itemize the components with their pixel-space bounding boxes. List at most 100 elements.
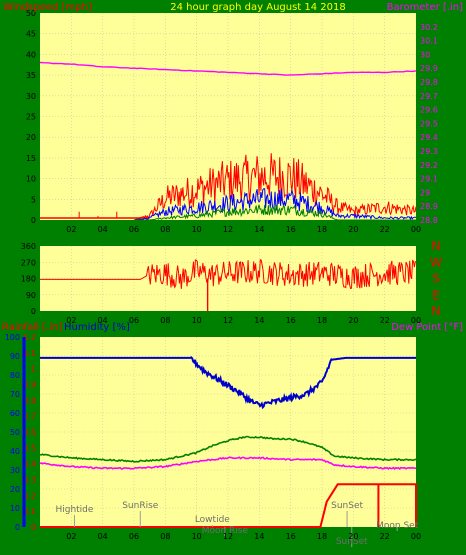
x-tick-label: 04 [98,225,108,234]
y-right-tick-label: 29.3 [420,147,438,156]
humidity-tick-label: 80 [10,371,20,380]
x-tick-label: 20 [348,316,358,325]
wind-barometer-plot [40,13,416,220]
x-tick-label: 12 [223,225,233,234]
humidity-tick-label: 90 [10,352,20,361]
wind-direction-series [40,259,416,289]
compass-label: N [432,239,441,253]
wind-barometer-ticks: 02 04 06 08 10 12 14 16 18 20 22 005045403530252015… [26,9,438,234]
dew-point-series [39,456,417,471]
annotation-label: SunRise [122,501,159,511]
y-right-tick-label: 29.4 [420,133,438,142]
annotation-label: Moon Rise [202,526,249,536]
temperature-tick-label: 80 [422,437,432,446]
wind-direction-grid [40,246,416,311]
y-right-tick-label: 29.2 [420,161,438,170]
temperature-tick-label: 40 [422,506,432,515]
rain-tick-label: 1.2 [23,333,36,342]
y-left-tick-label: 0 [31,216,36,225]
rain-tick-label: 0.6 [23,428,36,437]
wind-direction-series [40,259,416,311]
temperature-tick-label: 130 [422,350,437,359]
x-tick-label: 04 [98,316,108,325]
annotation-label: SunSet [331,501,363,511]
wind-avg-series [134,204,416,221]
rain-tick-label: 0.8 [23,396,36,405]
y-left-tick-label: 30 [26,92,36,101]
x-tick-label: 14 [254,532,264,541]
x-tick-label: 10 [192,225,202,234]
x-tick-label: 16 [286,316,296,325]
rain-tick-label: 0.7 [23,412,36,421]
y-left-tick-label: 25 [26,113,36,122]
x-tick-label: 02 [66,316,76,325]
annotation-label: Lowtide [195,515,230,525]
temperature-tick-label: 120 [422,368,437,377]
windspeed-label: Windspeed [mph] [3,2,92,13]
y-right-tick-label: 28.9 [420,202,438,211]
x-tick-label: 06 [129,316,139,325]
y-right-tick-label: 29.1 [420,175,438,184]
compass-label: W [430,255,442,269]
y-right-tick-label: 30.2 [420,23,438,32]
y-right-tick-label: 29 [420,188,430,197]
humidity-label: Humidity [%] [64,322,130,333]
dew-point-label: Dew Point [°F] [391,322,463,333]
x-tick-label: 06 [129,225,139,234]
x-tick-label: 16 [286,532,296,541]
wind-gust-series [133,153,417,221]
y-right-tick-label: 30 [420,50,430,59]
rain-humidity-temp-plot [40,337,416,527]
humidity-series [40,356,416,410]
y-left-tick-label: 50 [26,9,36,18]
humidity-tick-label: 40 [10,447,20,456]
wind-direction-ticks: 02 04 06 08 10 12 14 16 18 20 22 00360270180900NWSE… [21,239,442,325]
rain-tick-label: 0.3 [23,476,36,485]
barometer-series [39,61,417,76]
temperature-tick-label: 140 [422,333,437,342]
temperature-tick-label: 110 [422,385,437,394]
x-tick-label: 14 [254,316,264,325]
humidity-tick-label: 100 [5,333,20,342]
rain-tick-label: 0.9 [23,381,36,390]
x-tick-label: 00 [411,532,421,541]
humidity-tick-label: 60 [10,409,20,418]
rain-tick-label: 1 [31,365,36,374]
chart-title: 24 hour graph day August 14 2018 [170,2,346,13]
humidity-tick-label: 70 [10,390,20,399]
x-tick-label: 18 [317,316,327,325]
x-tick-label: 00 [411,225,421,234]
x-tick-label: 18 [317,225,327,234]
barometer-label: Barometer [.in] [387,2,463,13]
x-tick-label: 10 [192,316,202,325]
x-tick-label: 18 [317,532,327,541]
temperature-series [39,435,417,463]
humidity-tick-label: 0 [15,523,20,532]
rainfall-label: Rainfall [.in] [2,322,63,333]
annotation-label: SunSet [336,537,368,547]
annotation-label: Moon Set [376,521,419,531]
y-left-tick-label: 5 [31,195,36,204]
x-tick-label: 08 [160,316,170,325]
direction-tick-label: 180 [21,275,36,284]
x-tick-label: 00 [411,316,421,325]
y-right-tick-label: 29.6 [420,106,438,115]
temperature-tick-label: 90 [422,419,432,428]
y-right-tick-label: 28.8 [420,216,438,225]
x-tick-label: 16 [286,225,296,234]
y-right-tick-label: 29.5 [420,119,438,128]
humidity-tick-label: 20 [10,485,20,494]
wind-speed-series [133,188,417,221]
annotation-label: Hightide [55,505,93,515]
rain-humidity-temp-ticks: 02 04 06 08 10 12 14 16 18 20 22 001009080706050403… [5,333,438,541]
y-left-tick-label: 10 [26,175,36,184]
x-tick-label: 08 [160,532,170,541]
temperature-tick-label: 100 [422,402,437,411]
temperature-tick-label: 60 [422,471,432,480]
y-right-tick-label: 30.1 [420,37,438,46]
temperature-tick-label: 50 [422,488,432,497]
x-tick-label: 20 [348,532,358,541]
temperature-tick-label: 70 [422,454,432,463]
